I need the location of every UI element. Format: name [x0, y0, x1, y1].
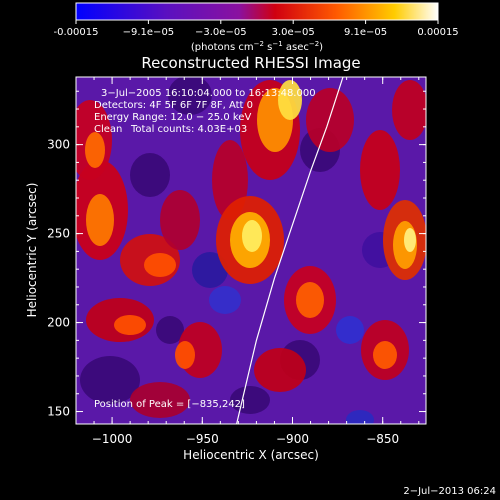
heatmap-blob [85, 132, 105, 168]
annotation-counts: Total counts: 4.03E+03 [130, 124, 247, 135]
heatmap-blob [230, 386, 270, 414]
annotations: 3−Jul−2005 16:10:04.000 to 16:13:48.000 … [94, 88, 316, 410]
chart-title: Reconstructed RHESSI Image [141, 54, 360, 72]
heatmap-blob [306, 88, 354, 152]
plot-frame [75, 76, 427, 425]
y-tick-label: 250 [47, 227, 70, 241]
solar-limb-curve [236, 77, 344, 424]
heatmap-blob [168, 77, 212, 115]
timestamp: 2−Jul−2013 06:24 [403, 486, 496, 497]
heatmap-blob [80, 356, 140, 404]
colorbar-units: (photons cm−2 s−1 asec−2) [191, 40, 323, 53]
colorbar-tick-label: −3.0e−05 [195, 27, 247, 38]
heatmap-blob [336, 316, 364, 344]
x-tick-label: −900 [276, 432, 309, 446]
colorbar-tick-label: −9.1e−05 [123, 27, 175, 38]
x-axis-label: Heliocentric X (arcsec) [183, 448, 319, 462]
heatmap-blob [360, 130, 400, 210]
heatmap-blob [130, 382, 190, 418]
heatmap-blob [144, 253, 176, 277]
colorbar: -0.00015 −9.1e−05 −3.0e−05 3.0e−05 9.1e−05 0.… [54, 2, 459, 53]
heatmap-blob [254, 348, 306, 392]
heatmap-blob [175, 341, 195, 369]
colorbar-tick-label: 9.1e−05 [344, 27, 387, 38]
annotation-detectors: Detectors: 4F 5F 6F 7F 8F, Att 0 [94, 100, 253, 111]
annotation-time-range: 3−Jul−2005 16:10:04.000 to 16:13:48.000 [101, 88, 316, 99]
heatmap-blob [346, 410, 374, 424]
annotation-clean: Clean [94, 124, 122, 135]
heatmap-blob [130, 153, 170, 197]
colorbar-gradient [75, 2, 439, 21]
annotation-peak: Position of Peak = [−835,242] [94, 399, 245, 410]
x-tick-label: −850 [366, 432, 399, 446]
annotation-energy: Energy Range: 12.0 − 25.0 keV [94, 112, 251, 123]
heatmap-blob [160, 190, 200, 250]
heatmap-blob [373, 341, 397, 369]
heatmap-blob [209, 286, 241, 314]
heatmap-blob [392, 80, 426, 140]
heatmap-blob [278, 80, 302, 120]
heatmap-blob [404, 228, 416, 252]
colorbar-tick-label: 0.00015 [417, 27, 458, 38]
heatmap-image [76, 77, 426, 424]
colorbar-tick-label: -0.00015 [54, 27, 99, 38]
heatmap-blob [242, 220, 262, 252]
y-tick-label: 300 [47, 138, 70, 152]
x-tick-label: −1000 [92, 432, 133, 446]
heatmap-blob [114, 315, 146, 335]
heatmap-blob [296, 282, 324, 318]
y-tick-label: 150 [47, 405, 70, 419]
heatmap-blob [86, 194, 114, 246]
colorbar-tick-label: 3.0e−05 [272, 27, 315, 38]
x-tick-label: −950 [186, 432, 219, 446]
y-tick-label: 200 [47, 316, 70, 330]
heatmap-blob [192, 252, 228, 288]
axes: −1000 −950 −900 −850 150 200 250 300 [47, 77, 426, 446]
y-axis-label: Heliocentric Y (arcsec) [25, 183, 39, 318]
colorbar-ticks: -0.00015 −9.1e−05 −3.0e−05 3.0e−05 9.1e−05 0.… [54, 20, 459, 38]
heatmap-blob [156, 316, 184, 344]
